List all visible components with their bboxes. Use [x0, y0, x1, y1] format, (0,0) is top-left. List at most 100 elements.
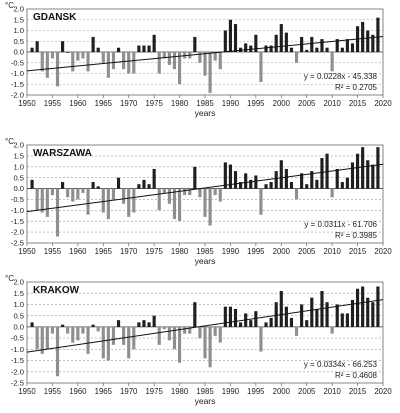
bar-1954 — [45, 52, 49, 78]
bar-1995 — [254, 311, 258, 327]
bar-2007 — [315, 179, 319, 189]
bar-2005 — [305, 320, 309, 327]
bar-1991 — [233, 24, 238, 52]
trend-line — [26, 163, 384, 213]
bar-2014 — [350, 162, 355, 189]
bar-2016 — [361, 286, 365, 327]
bar-2012 — [340, 182, 344, 189]
bar-1972 — [137, 45, 141, 52]
bar-2001 — [284, 306, 288, 327]
bar-2001 — [284, 168, 288, 189]
bar-1954 — [45, 188, 49, 217]
bar-2018 — [371, 34, 375, 52]
x-tick-label: 2010 — [323, 99, 341, 108]
bar-1990 — [228, 306, 232, 327]
bar-1955 — [50, 52, 54, 59]
y-tick-label: -1.5 — [11, 80, 24, 89]
bar-1974 — [147, 45, 151, 52]
x-tick-label: 2015 — [349, 99, 367, 108]
bar-1956 — [55, 326, 60, 377]
bar-1973 — [142, 45, 146, 52]
bar-1959 — [71, 52, 75, 72]
bar-1972 — [137, 184, 141, 189]
bar-1985 — [203, 188, 207, 217]
x-tick-label: 1990 — [222, 99, 240, 108]
bar-2000 — [279, 290, 283, 327]
x-tick-label: 1985 — [196, 99, 214, 108]
bar-2006 — [310, 171, 314, 189]
bar-1956 — [55, 188, 60, 237]
bar-1964 — [96, 186, 100, 189]
bar-1970 — [127, 52, 131, 74]
bar-2006 — [310, 36, 314, 52]
bar-2013 — [345, 313, 349, 327]
x-tick-label: 2000 — [273, 387, 291, 396]
bar-1980 — [177, 326, 182, 363]
bar-1970 — [127, 188, 131, 217]
y-tick-label: 0.0 — [13, 184, 24, 193]
bar-2000 — [279, 160, 283, 189]
bar-2008 — [320, 158, 324, 189]
bar-1999 — [274, 171, 278, 189]
bar-1984 — [198, 188, 202, 198]
bar-2000 — [279, 24, 283, 52]
bar-1968 — [116, 177, 121, 189]
bar-1970 — [127, 326, 131, 359]
y-tick-label: -2.5 — [11, 379, 24, 388]
bar-1960 — [76, 52, 80, 61]
bar-1976 — [157, 52, 161, 74]
bar-1967 — [111, 188, 116, 200]
bar-1965 — [101, 326, 105, 359]
bar-1964 — [96, 326, 100, 332]
x-tick-label: 1980 — [171, 387, 189, 396]
chart-title: KRAKOW — [33, 285, 80, 296]
bar-1982 — [188, 188, 192, 196]
bar-1988 — [218, 188, 222, 202]
bar-1988 — [218, 326, 222, 343]
bar-1961 — [81, 188, 85, 193]
bar-1996 — [259, 326, 263, 352]
trend-equation: y = 0.0311x - 61.706 — [304, 220, 377, 229]
bar-1976 — [157, 326, 161, 345]
bar-2010 — [330, 326, 334, 334]
bar-1977 — [162, 326, 166, 330]
bar-1951 — [30, 322, 34, 327]
bar-1952 — [35, 41, 39, 52]
bar-1958 — [66, 52, 70, 53]
x-tick-label: 1980 — [171, 247, 189, 256]
x-tick-label: 2000 — [273, 99, 291, 108]
x-tick-label: 1955 — [44, 99, 62, 108]
x-tick-label: 1960 — [69, 99, 87, 108]
bar-1980 — [177, 188, 182, 222]
x-tick-label: 1970 — [120, 247, 138, 256]
bar-1960 — [76, 188, 80, 200]
bar-2004 — [300, 304, 304, 327]
bar-1963 — [91, 324, 95, 327]
bar-2017 — [366, 30, 370, 52]
y-tick-label: -2.0 — [11, 228, 24, 237]
chart-panel-gdansk: -2.0 -1.5 -1.0 -0.50.0 0.5 1.0 1.52.0 1950 1955 1… — [5, 1, 392, 118]
x-tick-label: 1965 — [95, 387, 113, 396]
bar-2019 — [376, 286, 380, 327]
bar-1973 — [142, 320, 146, 327]
y-tick-label: -0.5 — [11, 195, 24, 204]
x-tick-label: 1955 — [44, 247, 62, 256]
r-squared: R² = 0.3985 — [335, 231, 378, 240]
bar-2003 — [294, 188, 299, 200]
bar-2009 — [325, 47, 329, 52]
y-tick-label: -0.5 — [11, 58, 24, 67]
bar-1956 — [55, 52, 60, 87]
x-tick-label: 2005 — [298, 247, 316, 256]
x-tick-label: 1995 — [247, 247, 265, 256]
bar-1963 — [91, 182, 95, 189]
bar-2016 — [361, 21, 365, 52]
bar-1955 — [50, 326, 54, 334]
bar-1971 — [132, 188, 136, 213]
bar-1999 — [274, 302, 278, 327]
chart-panel-krakow: -2.5 -2.0 -1.5 -1.0 -0.5 0.0 0.5 1.0 1.5 2.0 1950 1… — [5, 274, 392, 406]
bar-1962 — [86, 188, 90, 215]
bar-2019 — [376, 147, 380, 189]
bar-1960 — [76, 326, 80, 341]
bar-1954 — [45, 326, 49, 350]
bar-1981 — [183, 188, 187, 196]
